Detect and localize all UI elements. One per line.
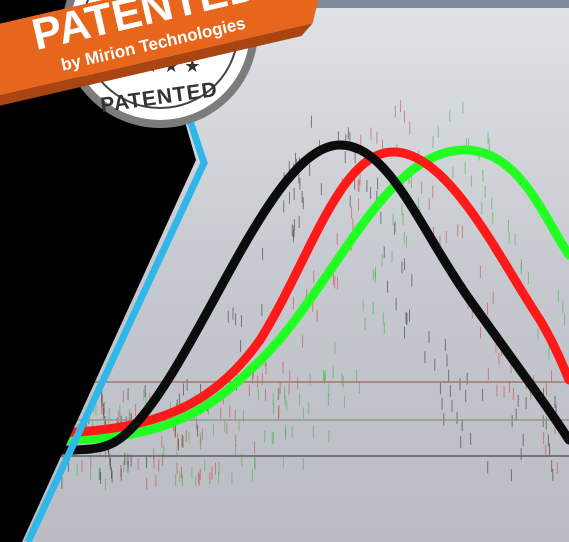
dark-panel: [0, 0, 196, 542]
patent-badge: ★ ★ ★ PATENTED PATENTED by Mirion Techno…: [0, 0, 324, 128]
ribbon-shadow: [0, 23, 313, 108]
black-curve: [50, 140, 569, 455]
green-curve: [50, 145, 569, 445]
ribbon: [0, 0, 324, 98]
red-curve: [50, 147, 569, 438]
price-noise: [59, 100, 566, 491]
